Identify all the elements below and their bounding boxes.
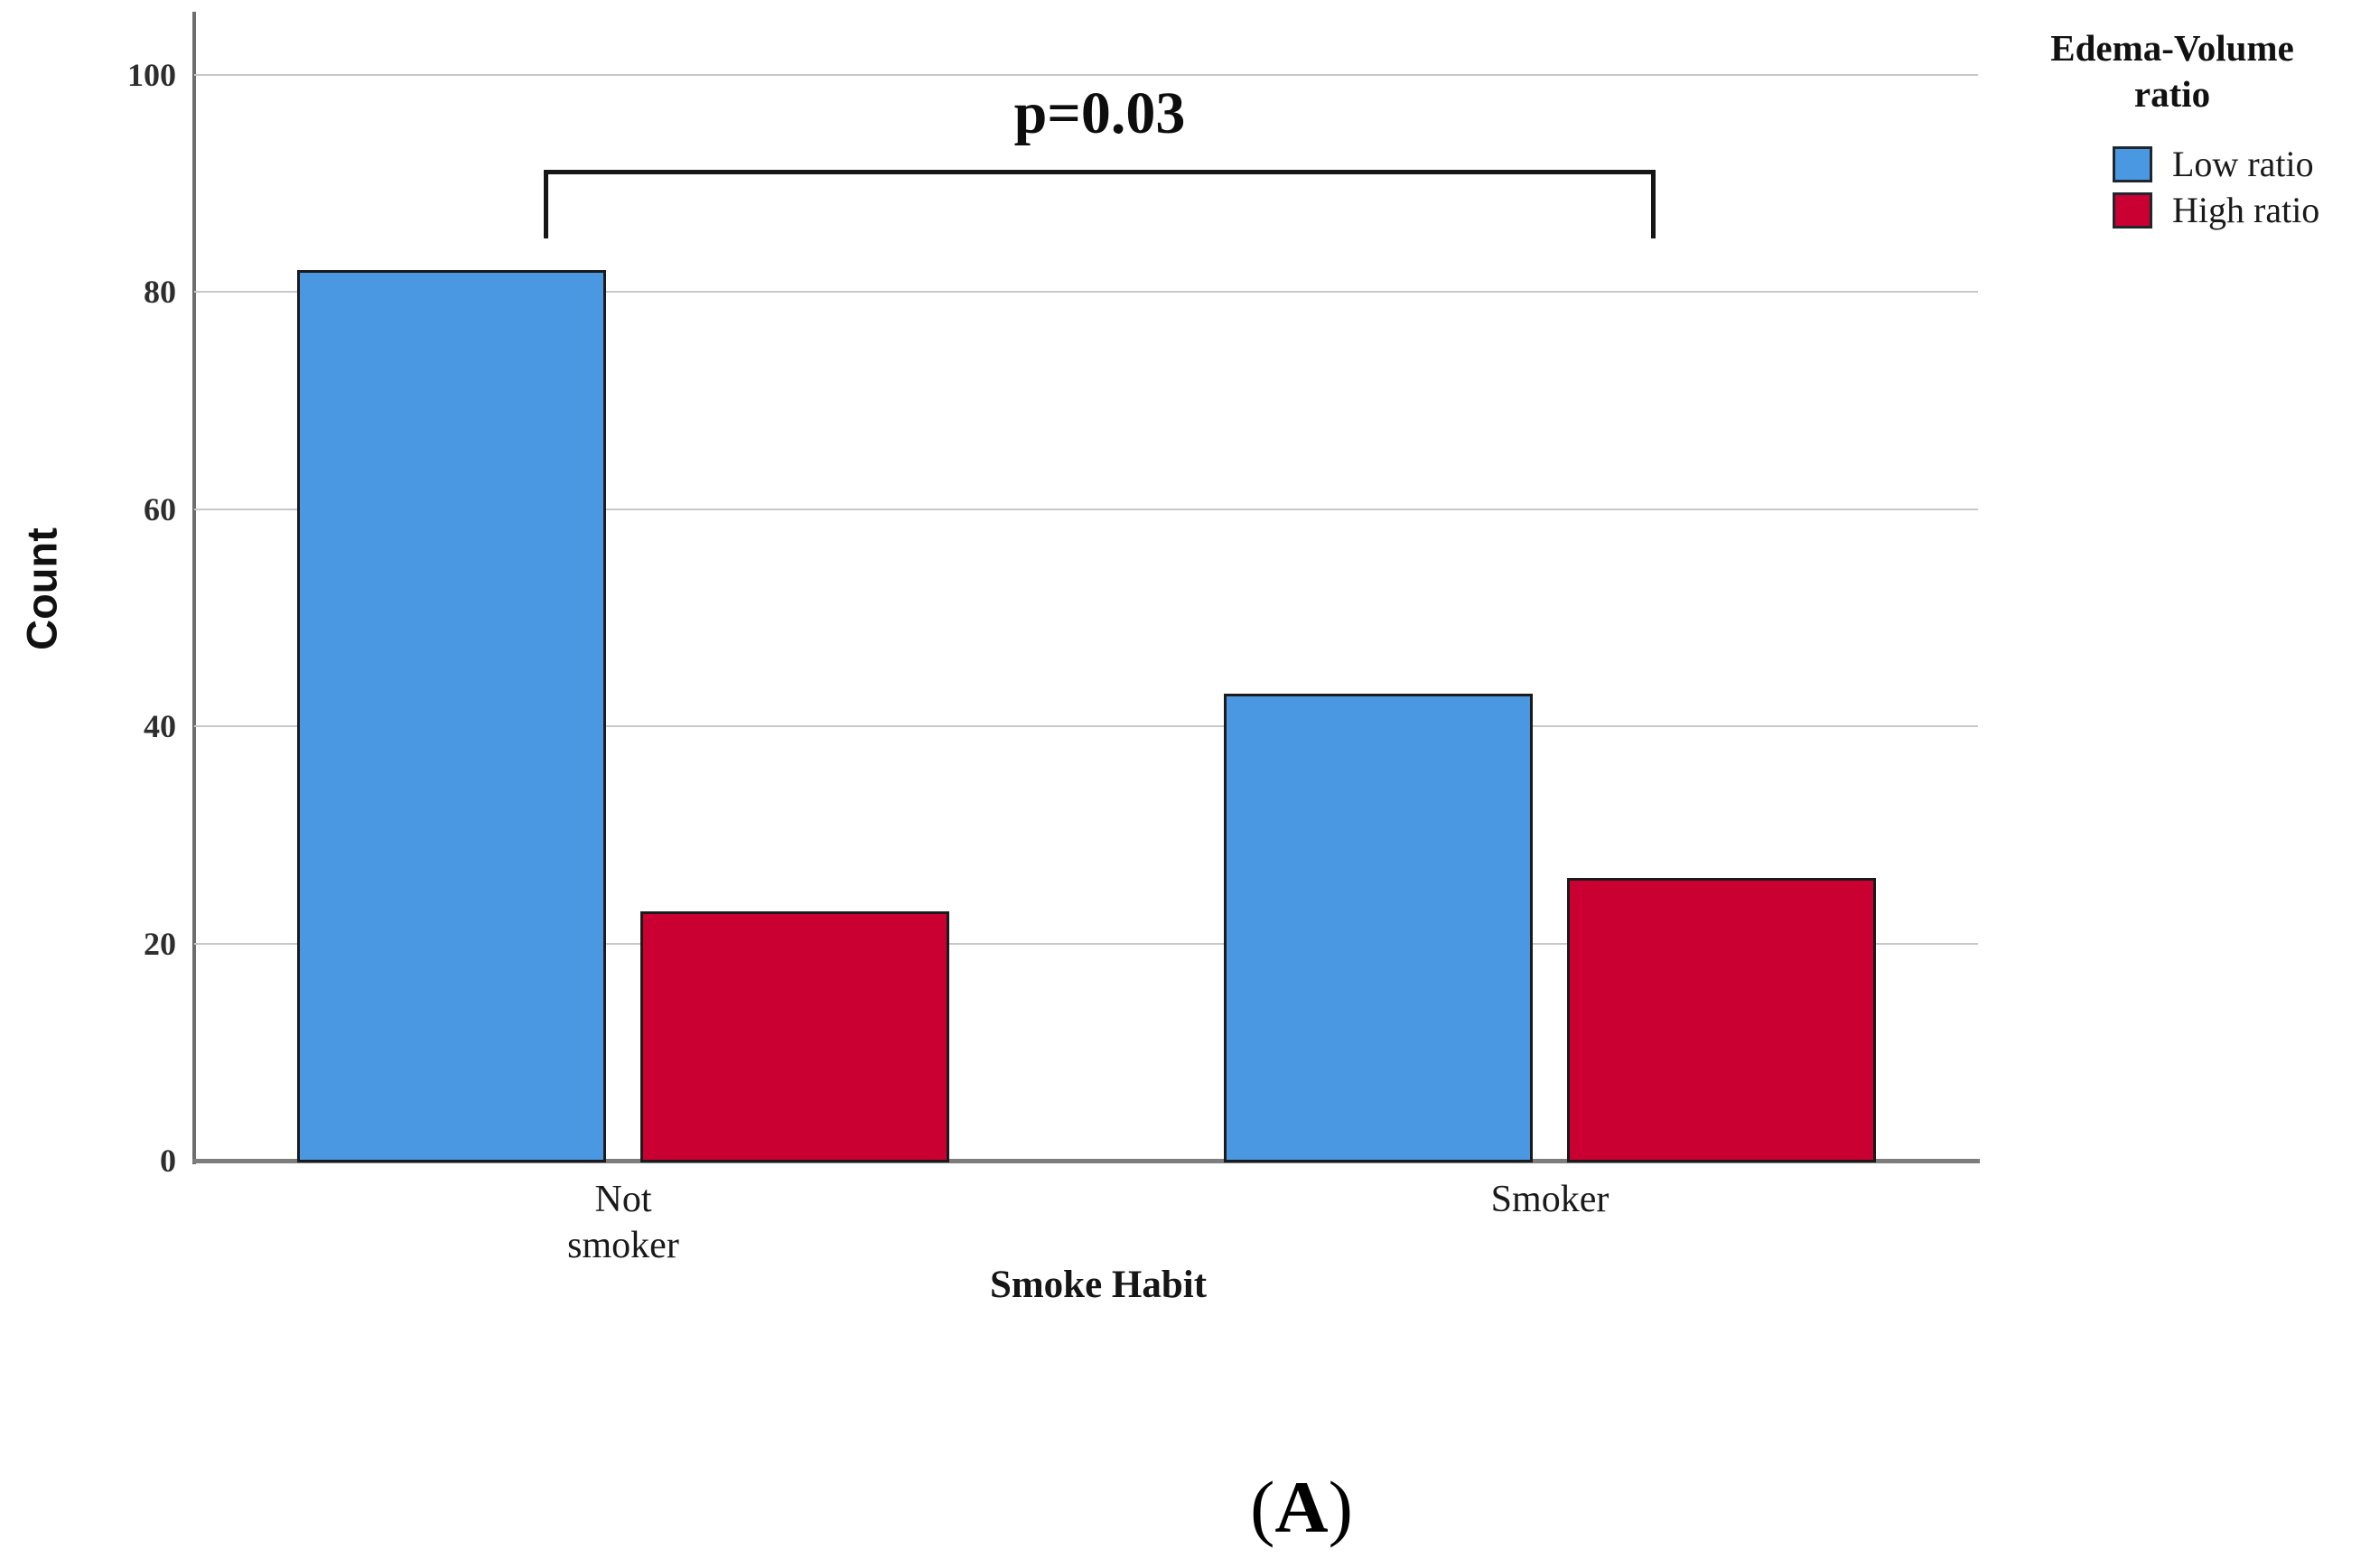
gridline-20 <box>194 942 1978 945</box>
legend-item-label: High ratio <box>2172 190 2320 230</box>
bar-smoker-low-ratio <box>1224 694 1533 1162</box>
y-axis-line <box>192 12 196 1164</box>
y-tick-label-100: 100 <box>127 57 176 93</box>
bar-not-smoker-high-ratio <box>640 910 949 1162</box>
legend: Edema-Volume ratio Low ratio High ratio <box>2019 25 2326 233</box>
x-category-label-line: smoker <box>567 1225 679 1266</box>
gridline-100 <box>194 74 1978 76</box>
legend-title-line2: ratio <box>2133 73 2211 115</box>
x-axis-line <box>192 1159 1980 1163</box>
y-tick-label-40: 40 <box>144 708 176 745</box>
legend-items: Low ratio High ratio <box>2019 141 2326 233</box>
legend-item-high-ratio: High ratio <box>2113 187 2326 233</box>
legend-item-low-ratio: Low ratio <box>2113 141 2326 187</box>
y-tick-label-60: 60 <box>144 490 176 527</box>
x-category-label-2: Smoker <box>1405 1177 1694 1223</box>
bar-smoker-high-ratio <box>1567 878 1876 1162</box>
y-axis-title: Count <box>17 527 66 650</box>
x-category-label-line: Not <box>594 1179 652 1220</box>
y-tick-label-0: 0 <box>160 1143 176 1179</box>
caption-close-paren: ) <box>1328 1466 1353 1548</box>
figure-caption: (A) <box>1121 1465 1482 1550</box>
gridline-40 <box>194 725 1978 728</box>
caption-open-paren: ( <box>1250 1466 1275 1548</box>
significance-label: p=0.03 <box>1013 80 1186 146</box>
legend-swatch-icon <box>2113 191 2152 229</box>
x-category-label-1: Not smoker <box>479 1177 768 1269</box>
legend-swatch-icon <box>2113 145 2152 182</box>
legend-title: Edema-Volume ratio <box>2019 25 2326 117</box>
legend-item-label: Low ratio <box>2172 144 2314 184</box>
x-axis-title: Smoke Habit <box>989 1264 1208 1306</box>
legend-title-line1: Edema-Volume <box>2050 27 2294 69</box>
x-category-label-line: Smoker <box>1490 1179 1610 1220</box>
bar-not-smoker-low-ratio <box>297 270 606 1162</box>
gridline-60 <box>194 508 1978 510</box>
caption-letter: A <box>1274 1466 1329 1548</box>
y-tick-label-80: 80 <box>144 274 176 311</box>
y-tick-label-20: 20 <box>144 925 176 962</box>
significance-bracket <box>544 170 1656 238</box>
gridline-80 <box>194 291 1978 294</box>
